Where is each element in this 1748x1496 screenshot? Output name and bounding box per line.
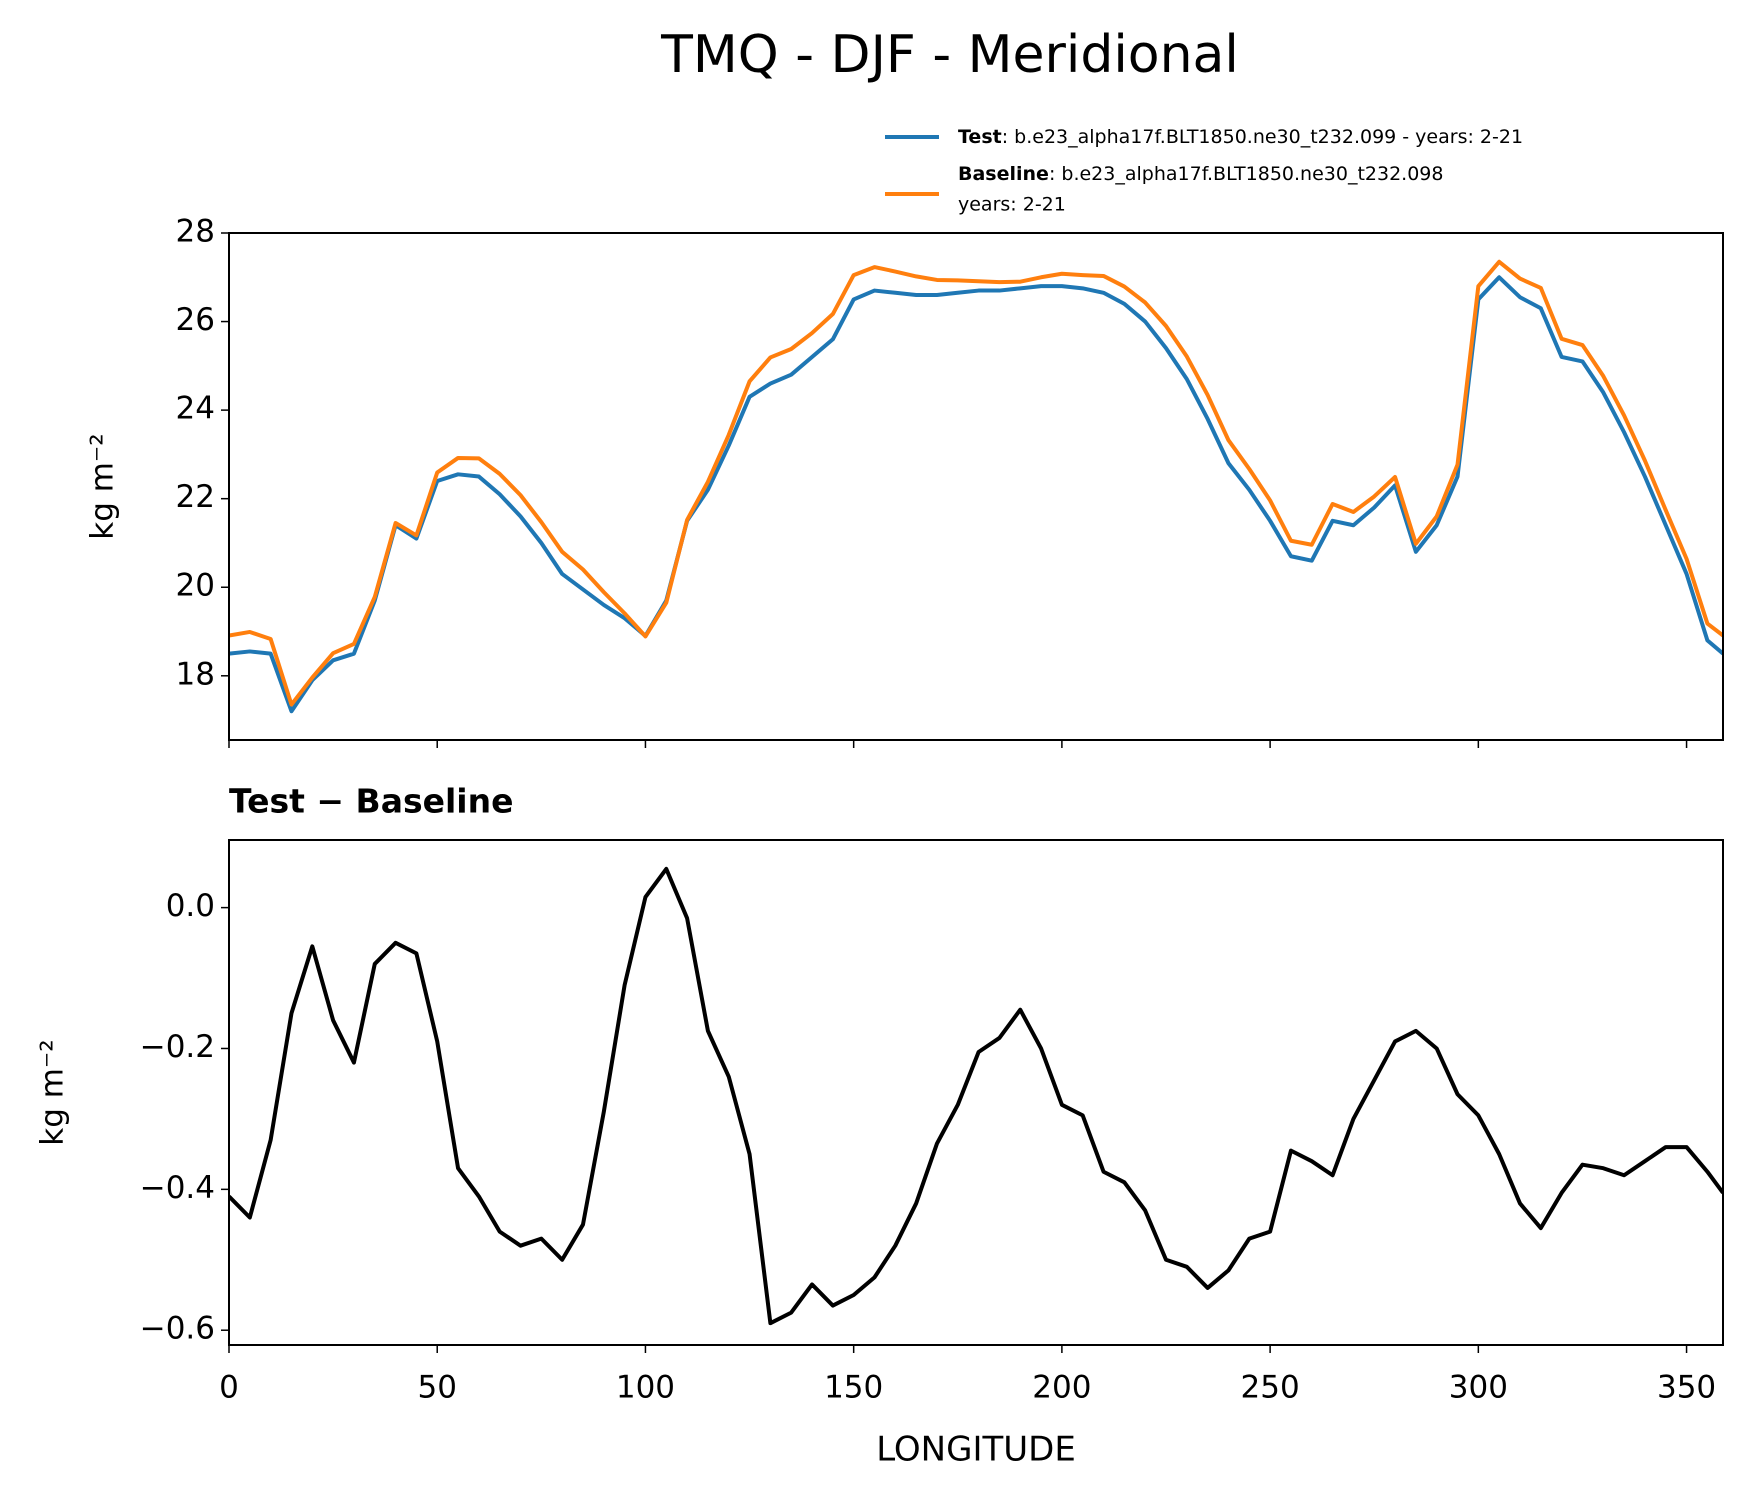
- y-tick-label: 22: [176, 479, 215, 515]
- x-tick-label: 200: [1032, 1370, 1091, 1406]
- x-tick-label: 250: [1241, 1370, 1300, 1406]
- x-tick-label: 300: [1449, 1370, 1508, 1406]
- x-axis-label: LONGITUDE: [876, 1430, 1076, 1470]
- figure-title: TMQ - DJF - Meridional: [660, 25, 1239, 85]
- y-tick-label: 26: [176, 302, 215, 338]
- legend-description: : b.e23_alpha17f.BLT1850.ne30_t232.098: [1049, 163, 1444, 185]
- legend-description: years: 2-21: [958, 194, 1066, 216]
- y-tick-label: −0.6: [140, 1311, 215, 1347]
- y-tick-label: 18: [176, 656, 215, 692]
- x-tick-label: 50: [417, 1370, 456, 1406]
- legend-description: : b.e23_alpha17f.BLT1850.ne30_t232.099 -…: [1002, 126, 1523, 148]
- axes-title: Test − Baseline: [229, 782, 514, 821]
- y-tick-label: 28: [176, 214, 215, 250]
- y-tick-label: 20: [176, 568, 215, 604]
- legend-name: Baseline: [958, 163, 1049, 185]
- axes-frame: [228, 232, 1724, 741]
- y-tick-label: −0.4: [140, 1170, 215, 1206]
- y-axis-label: kg m⁻²: [35, 1039, 71, 1145]
- y-tick-label: 0.0: [166, 888, 215, 924]
- y-tick-label: −0.2: [140, 1029, 215, 1065]
- legend-name: Test: [958, 126, 1002, 148]
- data-line: [229, 866, 1723, 1326]
- y-tick-label: 24: [176, 391, 215, 427]
- x-tick-label: 350: [1657, 1370, 1716, 1406]
- x-tick-label: 150: [824, 1370, 883, 1406]
- x-tick-label: 100: [616, 1370, 675, 1406]
- legend-entry: Baseline: b.e23_alpha17f.BLT1850.ne30_t2…: [958, 163, 1443, 185]
- y-axis-label: kg m⁻²: [85, 433, 121, 539]
- data-line: [229, 259, 1723, 707]
- data-line: [229, 275, 1723, 714]
- x-tick-label: 0: [219, 1370, 239, 1406]
- axes-frame: [228, 839, 1724, 1346]
- legend-entry: Test: b.e23_alpha17f.BLT1850.ne30_t232.0…: [958, 126, 1523, 148]
